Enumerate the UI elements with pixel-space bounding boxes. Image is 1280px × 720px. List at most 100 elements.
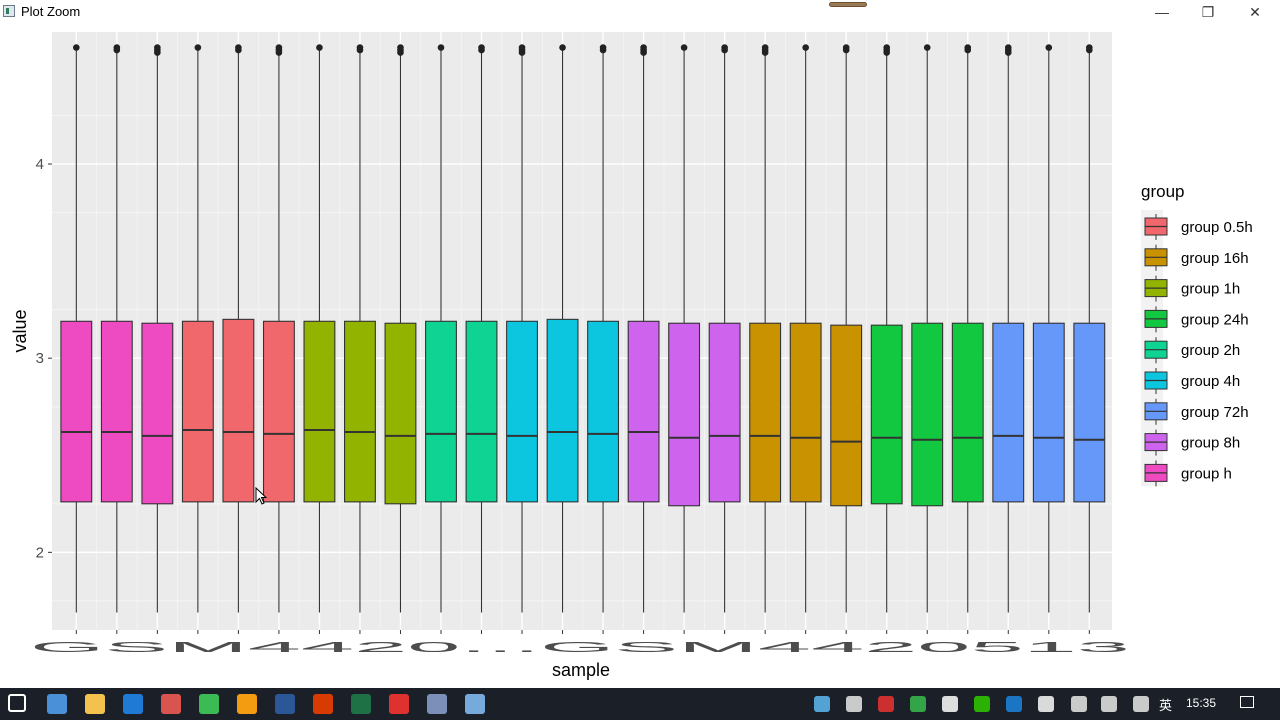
box-body (425, 320, 457, 503)
outlier-point (802, 44, 809, 51)
minimize-button[interactable]: — (1155, 4, 1169, 20)
outlier-point (599, 46, 607, 54)
window-title: Plot Zoom (21, 4, 81, 19)
x-axis-title: sample (552, 660, 610, 680)
tray-green-icon[interactable] (910, 696, 926, 712)
box-body (749, 322, 782, 503)
box (344, 44, 376, 613)
box (668, 44, 701, 613)
outlier-point (397, 49, 404, 56)
computer-icon[interactable] (47, 694, 67, 714)
legend-label: group 4h (1181, 373, 1240, 390)
x-axis: GSM4420...GSM4420513 (30, 630, 1130, 656)
box (141, 44, 174, 613)
file-explorer-icon[interactable] (85, 694, 105, 714)
legend-label: group h (1181, 465, 1232, 482)
legend-label: group 0.5h (1181, 219, 1253, 236)
outlier-point (761, 49, 769, 56)
box-body (911, 322, 944, 507)
box-body (627, 320, 660, 503)
box-body (181, 320, 214, 503)
qq-icon[interactable] (942, 696, 958, 712)
box (992, 44, 1025, 613)
box (181, 44, 214, 613)
close-button[interactable]: ✕ (1249, 3, 1261, 20)
microphone-icon[interactable] (846, 696, 862, 712)
clock[interactable]: 15:35 (1186, 696, 1217, 710)
security-icon[interactable] (1038, 696, 1054, 712)
box-body (465, 320, 498, 503)
box-body (506, 320, 538, 503)
word-icon[interactable] (275, 694, 295, 714)
acrobat-icon[interactable] (313, 694, 333, 714)
box (546, 44, 579, 613)
app-red-icon[interactable] (152, 688, 190, 720)
chrome-icon[interactable] (199, 694, 219, 714)
box (708, 44, 741, 613)
legend-label: group 8h (1181, 435, 1240, 452)
outlier-point (478, 46, 485, 54)
box (789, 44, 822, 613)
box-body (262, 320, 295, 503)
wifi-icon[interactable] (1071, 696, 1087, 712)
legend: group group 0.5h group 16h group 1h group 2… (1141, 182, 1253, 487)
battery-icon[interactable] (1133, 696, 1149, 712)
r-icon[interactable] (418, 688, 456, 720)
box (951, 44, 984, 613)
youdao-icon[interactable] (389, 694, 409, 714)
box-body (668, 322, 701, 507)
outlier-point (640, 49, 647, 56)
box-body (789, 322, 822, 503)
box (1032, 44, 1065, 613)
box-body (141, 322, 174, 505)
box-body (100, 320, 133, 503)
tray-red-icon[interactable] (878, 696, 894, 712)
bluetooth-icon[interactable] (1006, 696, 1022, 712)
boxes (60, 44, 1106, 613)
outlier-point (113, 46, 121, 54)
outlier-point (721, 46, 728, 54)
outlier-point (275, 49, 283, 56)
start-icon[interactable] (8, 694, 26, 712)
outlier-point (194, 44, 202, 51)
y-axis: 2 3 4 (36, 156, 52, 561)
excel-icon[interactable] (351, 694, 371, 714)
box-body (992, 322, 1025, 503)
box-body (587, 320, 620, 503)
drag-handle[interactable] (829, 2, 867, 7)
box-body (830, 324, 863, 507)
legend-label: group 24h (1181, 311, 1249, 328)
outlier-point (73, 44, 80, 51)
notification-icon[interactable] (1240, 696, 1254, 708)
box-body (546, 318, 579, 503)
box (506, 44, 538, 613)
tray-app-icon[interactable] (814, 696, 830, 712)
edge-icon[interactable] (123, 694, 143, 714)
legend-label: group 72h (1181, 404, 1249, 421)
sublime-icon[interactable] (237, 694, 257, 714)
input-language[interactable]: 英 (1159, 698, 1173, 713)
volume-icon[interactable] (1101, 696, 1117, 712)
box (303, 44, 336, 613)
box (830, 44, 863, 613)
y-tick-label: 4 (36, 156, 44, 173)
outlier-point (154, 49, 161, 56)
outlier-point (356, 46, 364, 54)
box (587, 44, 620, 613)
outlier-point (559, 44, 566, 51)
box (911, 44, 944, 613)
maximize-button[interactable]: ❐ (1201, 3, 1215, 20)
outlier-point (235, 46, 242, 54)
box-body (870, 324, 903, 505)
box-body (951, 322, 984, 503)
box (100, 44, 133, 613)
taskbar: 英 15:35 (0, 688, 1280, 720)
wechat-icon[interactable] (974, 696, 990, 712)
title-bar[interactable]: Plot Zoom — ❐ ✕ (0, 0, 1280, 24)
box-body (1032, 322, 1065, 503)
legend-label: group 2h (1181, 342, 1240, 359)
boxplot-chart: 2 3 4 GSM4420...GSM4420513 sample value gr… (10, 32, 1253, 680)
box-body (708, 322, 741, 503)
outlier-point (680, 44, 688, 51)
rstudio-icon[interactable] (465, 694, 485, 714)
